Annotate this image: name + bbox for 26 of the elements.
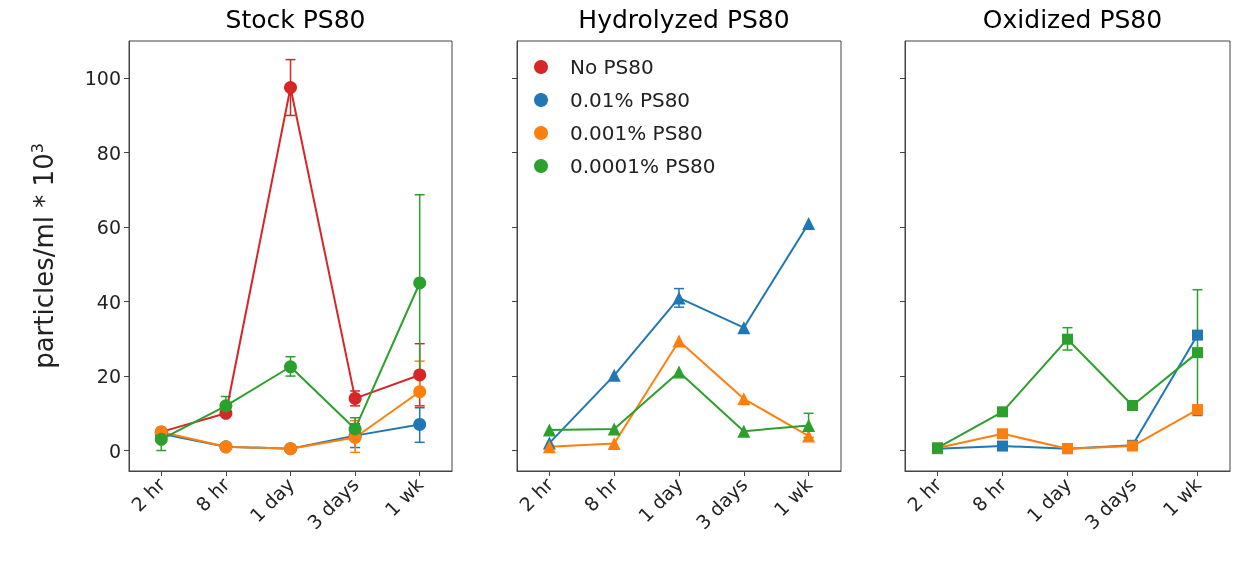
x-tick-label: 2 hr (126, 473, 170, 516)
legend-label: 0.001% PS80 (570, 121, 703, 145)
chart-title: Stock PS80 (225, 5, 366, 34)
x-tick-label: 8 hr (191, 473, 234, 516)
x-tick-label: 2 hr (514, 473, 558, 516)
x-tick-label: 8 hr (579, 473, 623, 516)
legend-label: 0.0001% PS80 (570, 154, 716, 178)
y-tick-label: 80 (96, 141, 121, 164)
x-tick-label: 1 wk (769, 473, 817, 521)
legend-label: 0.01% PS80 (570, 88, 691, 112)
x-tick-label: 1 wk (380, 473, 428, 521)
x-tick-label: 1 day (633, 473, 687, 527)
x-tick-label: 1 day (245, 473, 299, 527)
x-tick-label: 1 day (1022, 473, 1076, 527)
y-axis-title: particles/ml * 103 (27, 143, 59, 369)
x-tick-label: 2 hr (902, 473, 946, 516)
y-tick-label: 100 (84, 67, 121, 90)
y-tick-label: 60 (96, 216, 121, 239)
chart-title: Oxidized PS80 (982, 5, 1163, 34)
x-tick-label: 8 hr (967, 473, 1011, 516)
x-tick-label: 1 wk (1158, 473, 1206, 521)
y-tick-label: 40 (96, 290, 121, 313)
chart-title: Hydrolyzed PS80 (578, 5, 790, 34)
y-tick-label: 0 (108, 439, 121, 462)
y-tick-label: 20 (96, 365, 121, 388)
legend-label: No PS80 (570, 55, 654, 79)
